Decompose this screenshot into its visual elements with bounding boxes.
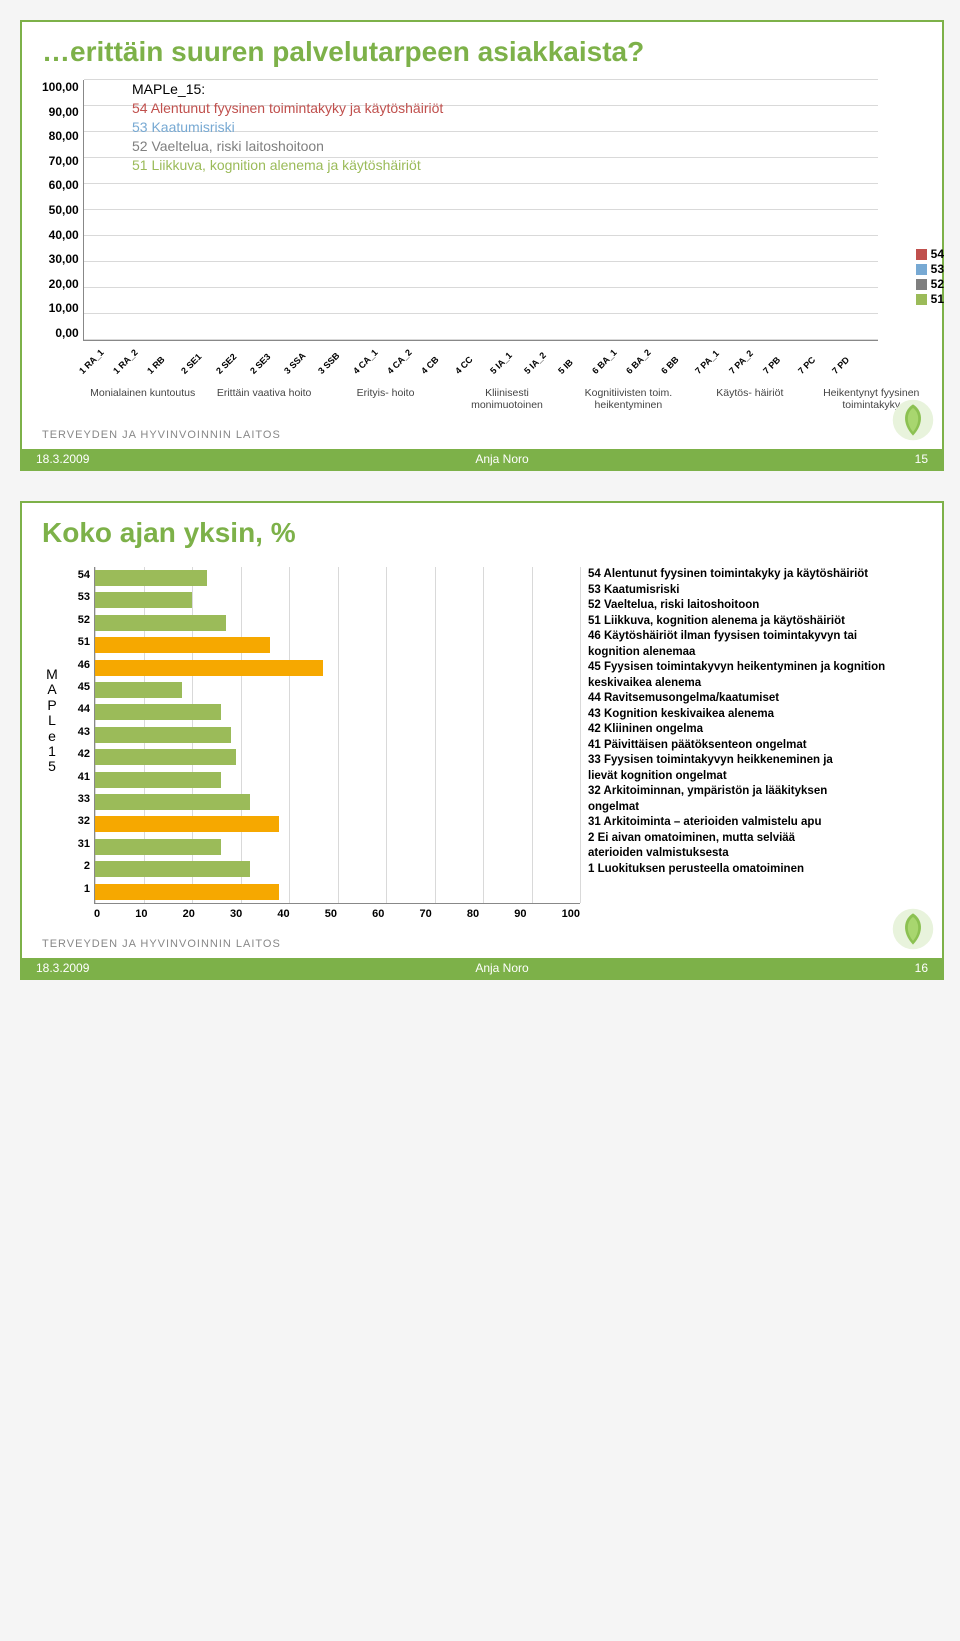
- chart2-legend-text: 54 Alentunut fyysinen toimintakyky ja kä…: [580, 567, 928, 920]
- slide-2: Koko ajan yksin, % MAPLe15 5453525146454…: [20, 501, 944, 980]
- chart2-bar: [95, 839, 221, 855]
- slide1-footer: 18.3.2009 Anja Noro 15: [22, 449, 942, 469]
- chart1-y-axis: 100,0090,0080,0070,0060,0050,0040,0030,0…: [42, 80, 83, 340]
- footer-date: 18.3.2009: [36, 452, 89, 466]
- institution-label: TERVEYDEN JA HYVINVOINNIN LAITOS: [22, 417, 942, 445]
- slide1-title: …erittäin suuren palvelutarpeen asiakkai…: [22, 22, 942, 76]
- chart2-plot: [94, 567, 580, 904]
- chart2-bar: [95, 861, 250, 877]
- chart2-bar: [95, 592, 192, 608]
- slide2-footer: 18.3.2009 Anja Noro 16: [22, 958, 942, 978]
- chart2-bar: [95, 772, 221, 788]
- chart2-side-label: MAPLe15: [36, 567, 68, 775]
- footer-author-2: Anja Noro: [475, 961, 528, 975]
- chart2-bar: [95, 884, 279, 900]
- chart1-x-axis: 1 RA_11 RA_21 RB2 SE12 SE22 SE33 SSA3 SS…: [83, 341, 878, 369]
- slide-1: …erittäin suuren palvelutarpeen asiakkai…: [20, 20, 944, 471]
- footer-page: 15: [915, 452, 928, 466]
- chart1-plot: [83, 80, 878, 341]
- chart2-bar: [95, 615, 226, 631]
- footer-date-2: 18.3.2009: [36, 961, 89, 975]
- leaf-icon: [890, 397, 936, 443]
- chart2-bars-area: 5453525146454443424133323121 01020304050…: [68, 567, 580, 920]
- leaf-icon-2: [890, 906, 936, 952]
- institution-label-2: TERVEYDEN JA HYVINVOINNIN LAITOS: [22, 926, 942, 954]
- chart2-bar: [95, 794, 250, 810]
- slide2-title: Koko ajan yksin, %: [22, 503, 942, 557]
- chart2-x-axis: 0102030405060708090100: [94, 904, 580, 920]
- chart1-area: 100,0090,0080,0070,0060,0050,0040,0030,0…: [22, 76, 942, 369]
- chart1-legend: 54535251: [916, 246, 944, 307]
- chart2-bar: [95, 727, 231, 743]
- chart2-bar: [95, 660, 323, 676]
- footer-author: Anja Noro: [475, 452, 528, 466]
- chart2-bar: [95, 570, 207, 586]
- chart2-bar: [95, 682, 182, 698]
- chart1-group-labels: Monialainen kuntoutusErittäin vaativa ho…: [22, 369, 942, 417]
- chart2-bar: [95, 749, 236, 765]
- chart2-bar: [95, 816, 279, 832]
- chart2-bar: [95, 637, 270, 653]
- footer-page-2: 16: [915, 961, 928, 975]
- chart2-bar: [95, 704, 221, 720]
